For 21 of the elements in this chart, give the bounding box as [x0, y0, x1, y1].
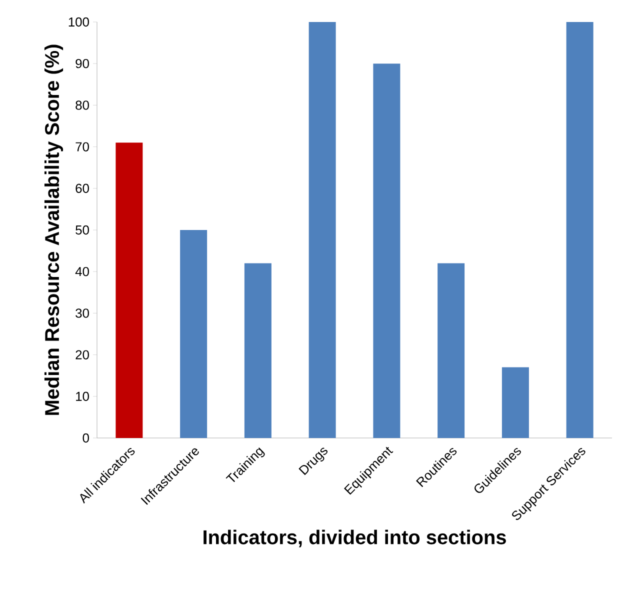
y-tick-label: 20: [76, 350, 89, 360]
y-tick-label: 50: [76, 225, 89, 235]
bar: [373, 64, 400, 438]
bar: [438, 263, 465, 438]
y-tick-label: 30: [76, 308, 89, 318]
y-tick-label: 0: [82, 433, 89, 443]
y-tick-label: 60: [76, 184, 89, 193]
bar: [308, 22, 336, 438]
bar: [502, 367, 529, 438]
y-tick-label: 90: [76, 58, 89, 68]
y-tick-label: 40: [75, 266, 89, 276]
y-tick-label: 80: [76, 100, 89, 110]
y-tick-label: 100: [68, 17, 89, 27]
y-tick-label: 70: [76, 142, 89, 152]
y-axis-title: Median Resource Availability Score (%): [44, 44, 64, 415]
bar: [116, 142, 143, 438]
y-tick-label: 10: [76, 392, 89, 401]
x-axis-title: Indicators, divided into sections: [204, 530, 506, 548]
bar: [566, 22, 594, 438]
bar: [180, 230, 208, 438]
bar: [244, 263, 272, 438]
